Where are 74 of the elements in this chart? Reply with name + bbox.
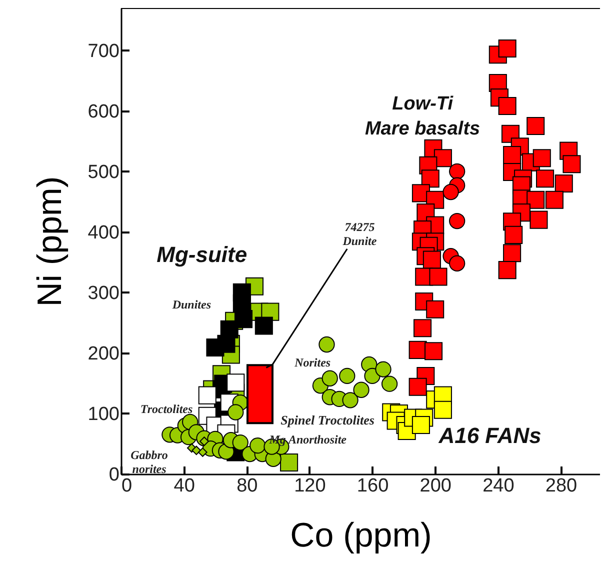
- point: [554, 174, 573, 193]
- annotation: Dunites: [171, 298, 212, 312]
- point: [322, 370, 338, 386]
- point: [504, 226, 523, 244]
- point: [381, 376, 398, 392]
- point: [421, 170, 440, 188]
- point: [375, 361, 392, 378]
- x-tick-label: 280: [545, 476, 578, 496]
- point: [412, 416, 430, 434]
- annotation: Spinel Troctolites: [280, 412, 374, 428]
- point: [449, 163, 466, 180]
- point: [449, 212, 466, 230]
- point: [498, 40, 516, 58]
- point: [434, 400, 452, 419]
- annotation: Troctolites: [140, 402, 193, 416]
- point: [429, 268, 448, 286]
- point: [562, 155, 581, 174]
- annotation: 74275 Dunite: [342, 220, 378, 248]
- point: [503, 244, 522, 262]
- point: [232, 434, 248, 451]
- point: [526, 190, 545, 209]
- y-tick-label: 400: [88, 222, 120, 244]
- point: [530, 210, 548, 229]
- point: [198, 448, 208, 457]
- point: [254, 316, 273, 335]
- point: [192, 446, 202, 456]
- point: [364, 368, 380, 384]
- annotation: Gabbro norites: [130, 448, 168, 476]
- point: [226, 374, 245, 392]
- point: [408, 378, 427, 396]
- annotation: Norites: [294, 356, 331, 370]
- point: [198, 386, 216, 404]
- y-tick-label: 600: [88, 101, 120, 122]
- point: [424, 342, 443, 360]
- x-tick-label: 240: [482, 476, 514, 496]
- point: [503, 146, 522, 164]
- point: [545, 190, 564, 209]
- annotation: Low-Ti Mare basalts: [364, 94, 480, 140]
- point: [280, 453, 298, 472]
- point: [234, 310, 253, 328]
- point: [498, 261, 516, 280]
- annotation: Mg Anorthosite: [268, 432, 348, 447]
- point: [250, 437, 266, 454]
- y-tick-label: 300: [88, 282, 120, 304]
- y-tick-label: 100: [88, 404, 120, 425]
- point: [498, 97, 516, 116]
- point: [339, 368, 356, 384]
- point: [434, 149, 452, 168]
- y-tick-label: 500: [88, 162, 120, 183]
- point: [426, 300, 444, 318]
- point: [342, 392, 358, 408]
- point: [422, 250, 441, 269]
- x-tick-label: 120: [294, 476, 326, 496]
- point: [449, 255, 466, 272]
- x-tick-label: 160: [356, 476, 389, 496]
- annotation: Mg-suite: [156, 242, 248, 267]
- point: [526, 117, 545, 136]
- point: [532, 149, 551, 168]
- point: [228, 404, 244, 420]
- point: [442, 184, 459, 200]
- x-tick-label: 80: [236, 476, 258, 496]
- y-tick-label: 200: [88, 343, 120, 364]
- x-tick-label: 200: [420, 476, 452, 496]
- x-tick-label: 40: [174, 476, 195, 496]
- point: [217, 334, 236, 353]
- x-axis-title: Co (ppm): [290, 516, 432, 554]
- y-tick-label: 700: [88, 40, 120, 62]
- point: [414, 319, 432, 338]
- annotation: A16 FANs: [438, 422, 542, 448]
- point: [318, 336, 335, 353]
- point: [536, 170, 554, 188]
- y-axis-title: Ni (ppm): [30, 176, 69, 307]
- point: [353, 382, 370, 398]
- x-tick-label: 0: [122, 476, 132, 496]
